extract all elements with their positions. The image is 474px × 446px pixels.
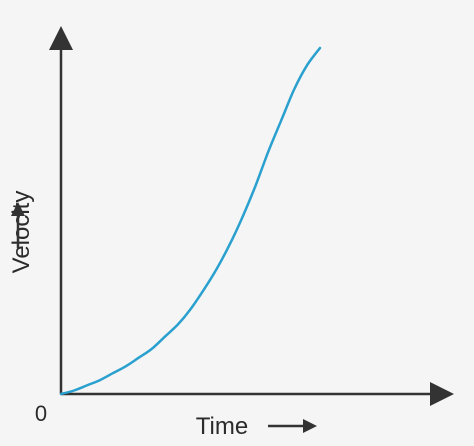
x-axis-label: Time — [196, 413, 248, 440]
origin-label: 0 — [35, 401, 47, 426]
y-label-arrow-icon — [11, 202, 25, 248]
y-axis-arrow-icon — [49, 26, 73, 50]
series-line — [59, 46, 322, 396]
x-axis-arrow-icon — [430, 382, 454, 406]
y-axis-label: Velocity — [8, 191, 35, 274]
axes — [49, 26, 454, 406]
x-label-arrow-icon — [268, 419, 317, 433]
